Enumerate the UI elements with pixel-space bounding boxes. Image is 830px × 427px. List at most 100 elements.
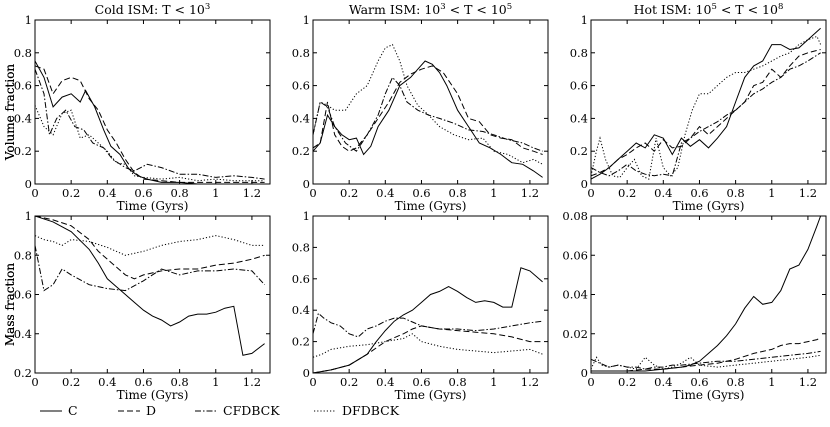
plot-frame [34,19,271,185]
x-tick-label: 0.6 [134,186,152,200]
y-tick-label: 0 [581,366,588,380]
y-tick-label: 0.4 [14,111,32,125]
x-tick-label: 1 [212,186,219,200]
x-tick-label: 1.2 [243,186,261,200]
series-line-dfdbck [313,333,543,358]
x-axis-label: Time (Gyrs) [117,388,189,402]
x-tick-label: 0.2 [340,186,358,200]
x-tick-label: 0 [309,375,316,389]
x-axis-label: Time (Gyrs) [673,199,745,213]
series-line-cfdbck [591,350,821,370]
x-tick-label: 0 [587,186,594,200]
y-tick-label: 0.04 [562,288,588,302]
y-tick-label: 0 [581,177,588,191]
y-tick-label: 0.8 [292,46,310,60]
series-line-dfdbck [591,354,821,370]
x-tick-label: 0.6 [134,375,152,389]
series-line-c [35,60,265,184]
series-line-dfdbck [35,105,265,182]
legend: C D CFDBCK DFDBCK [40,403,400,418]
y-tick-label: 0.2 [570,144,588,158]
y-tick-label: 0.6 [14,79,32,93]
series-line-d [35,216,265,280]
y-tick-label: 0.4 [292,111,310,125]
plot-frame [312,19,549,185]
y-axis-label: Mass fraction [3,263,17,347]
y-tick-label: 1 [25,13,32,27]
y-tick-label: 0.8 [570,46,588,60]
y-tick-label: 0.4 [14,327,32,341]
y-tick-label: 0.08 [562,209,588,223]
x-tick-label: 1.2 [521,186,539,200]
series-line-dfdbck [591,35,822,180]
plot-frame [590,19,827,185]
y-tick-label: 0.8 [292,240,310,254]
y-tick-label: 0.02 [562,327,588,341]
x-tick-label: 1.2 [799,186,817,200]
y-tick-label: 0.06 [562,248,588,262]
x-tick-label: 0.2 [340,375,358,389]
panel-hot-volume: 0 0.2 0.4 0.6 0.8 1 1.2 0 0.2 0.4 0.6 0.8 1 Time (Gyr… [3,2,827,213]
panel-warm-volume: 0 0.2 0.4 0.6 0.8 1 1.2 0 0.2 0.4 0.6 0.8 1 Time (Gyr… [3,2,549,213]
y-tick-label: 0.2 [14,144,32,158]
x-tick-label: 1.2 [521,375,539,389]
x-tick-label: 0.6 [690,375,708,389]
y-tick-label: 0.6 [570,79,588,93]
y-tick-label: 1 [25,209,32,223]
legend-label: C [68,403,78,418]
legend-item-dfdbck: DFDBCK [314,403,400,418]
x-tick-label: 1.2 [799,375,817,389]
x-tick-label: 0.6 [412,186,430,200]
x-tick-label: 0.4 [654,186,672,200]
y-tick-label: 0.6 [292,272,310,286]
plot-frame [312,215,549,374]
series-line-d [591,337,821,372]
y-tick-label: 0.8 [14,248,32,262]
x-tick-label: 0 [31,186,38,200]
series-line-d [591,49,821,177]
x-tick-label: 1 [490,186,497,200]
y-tick-label: 1 [303,13,310,27]
x-tick-label: 0.2 [62,375,80,389]
series-line-c [35,216,265,356]
y-tick-label: 0.2 [292,335,310,349]
panel-title: Cold ISM: T < 103​ [95,2,211,17]
y-axis-label: Volume fraction [3,64,17,162]
x-tick-label: 1 [490,375,497,389]
x-tick-label: 0.4 [376,186,394,200]
x-tick-label: 0.4 [98,375,116,389]
y-axis-label: Volume fraction [3,64,17,162]
x-tick-label: 0.4 [98,186,116,200]
x-tick-label: 0.6 [412,375,430,389]
y-tick-label: 0 [303,177,310,191]
y-tick-label: 1 [581,13,588,27]
y-tick-label: 0.2 [14,366,32,380]
plot-frame [590,215,827,374]
x-tick-label: 0.4 [654,375,672,389]
series-line-c [591,27,821,180]
x-tick-label: 0 [31,375,38,389]
series-line-c [591,216,822,372]
y-tick-label: 0 [25,177,32,191]
x-tick-label: 1 [212,375,219,389]
x-tick-label: 0.2 [62,186,80,200]
x-axis-label: Time (Gyrs) [395,388,467,402]
series-line-dfdbck [35,235,265,256]
y-tick-label: 0.6 [292,79,310,93]
y-tick-label: 0.2 [292,144,310,158]
x-tick-label: 0 [587,375,594,389]
series-line-cfdbck [591,52,821,177]
series-line-cfdbck [313,76,543,152]
y-tick-label: 0.8 [14,46,32,60]
legend-item-c: C [40,403,78,418]
series-line-d [313,65,543,155]
y-axis-label: Volume fraction [3,64,17,162]
x-tick-label: 0.8 [726,375,744,389]
x-tick-label: 0.2 [618,186,636,200]
x-tick-label: 0.8 [170,186,188,200]
x-tick-label: 0.6 [690,186,708,200]
panel-cold-volume: 0 0.2 0.4 0.6 0.8 1 1.2 0 0.2 0.4 0.6 0.8 1 Time (Gyr… [3,2,271,213]
